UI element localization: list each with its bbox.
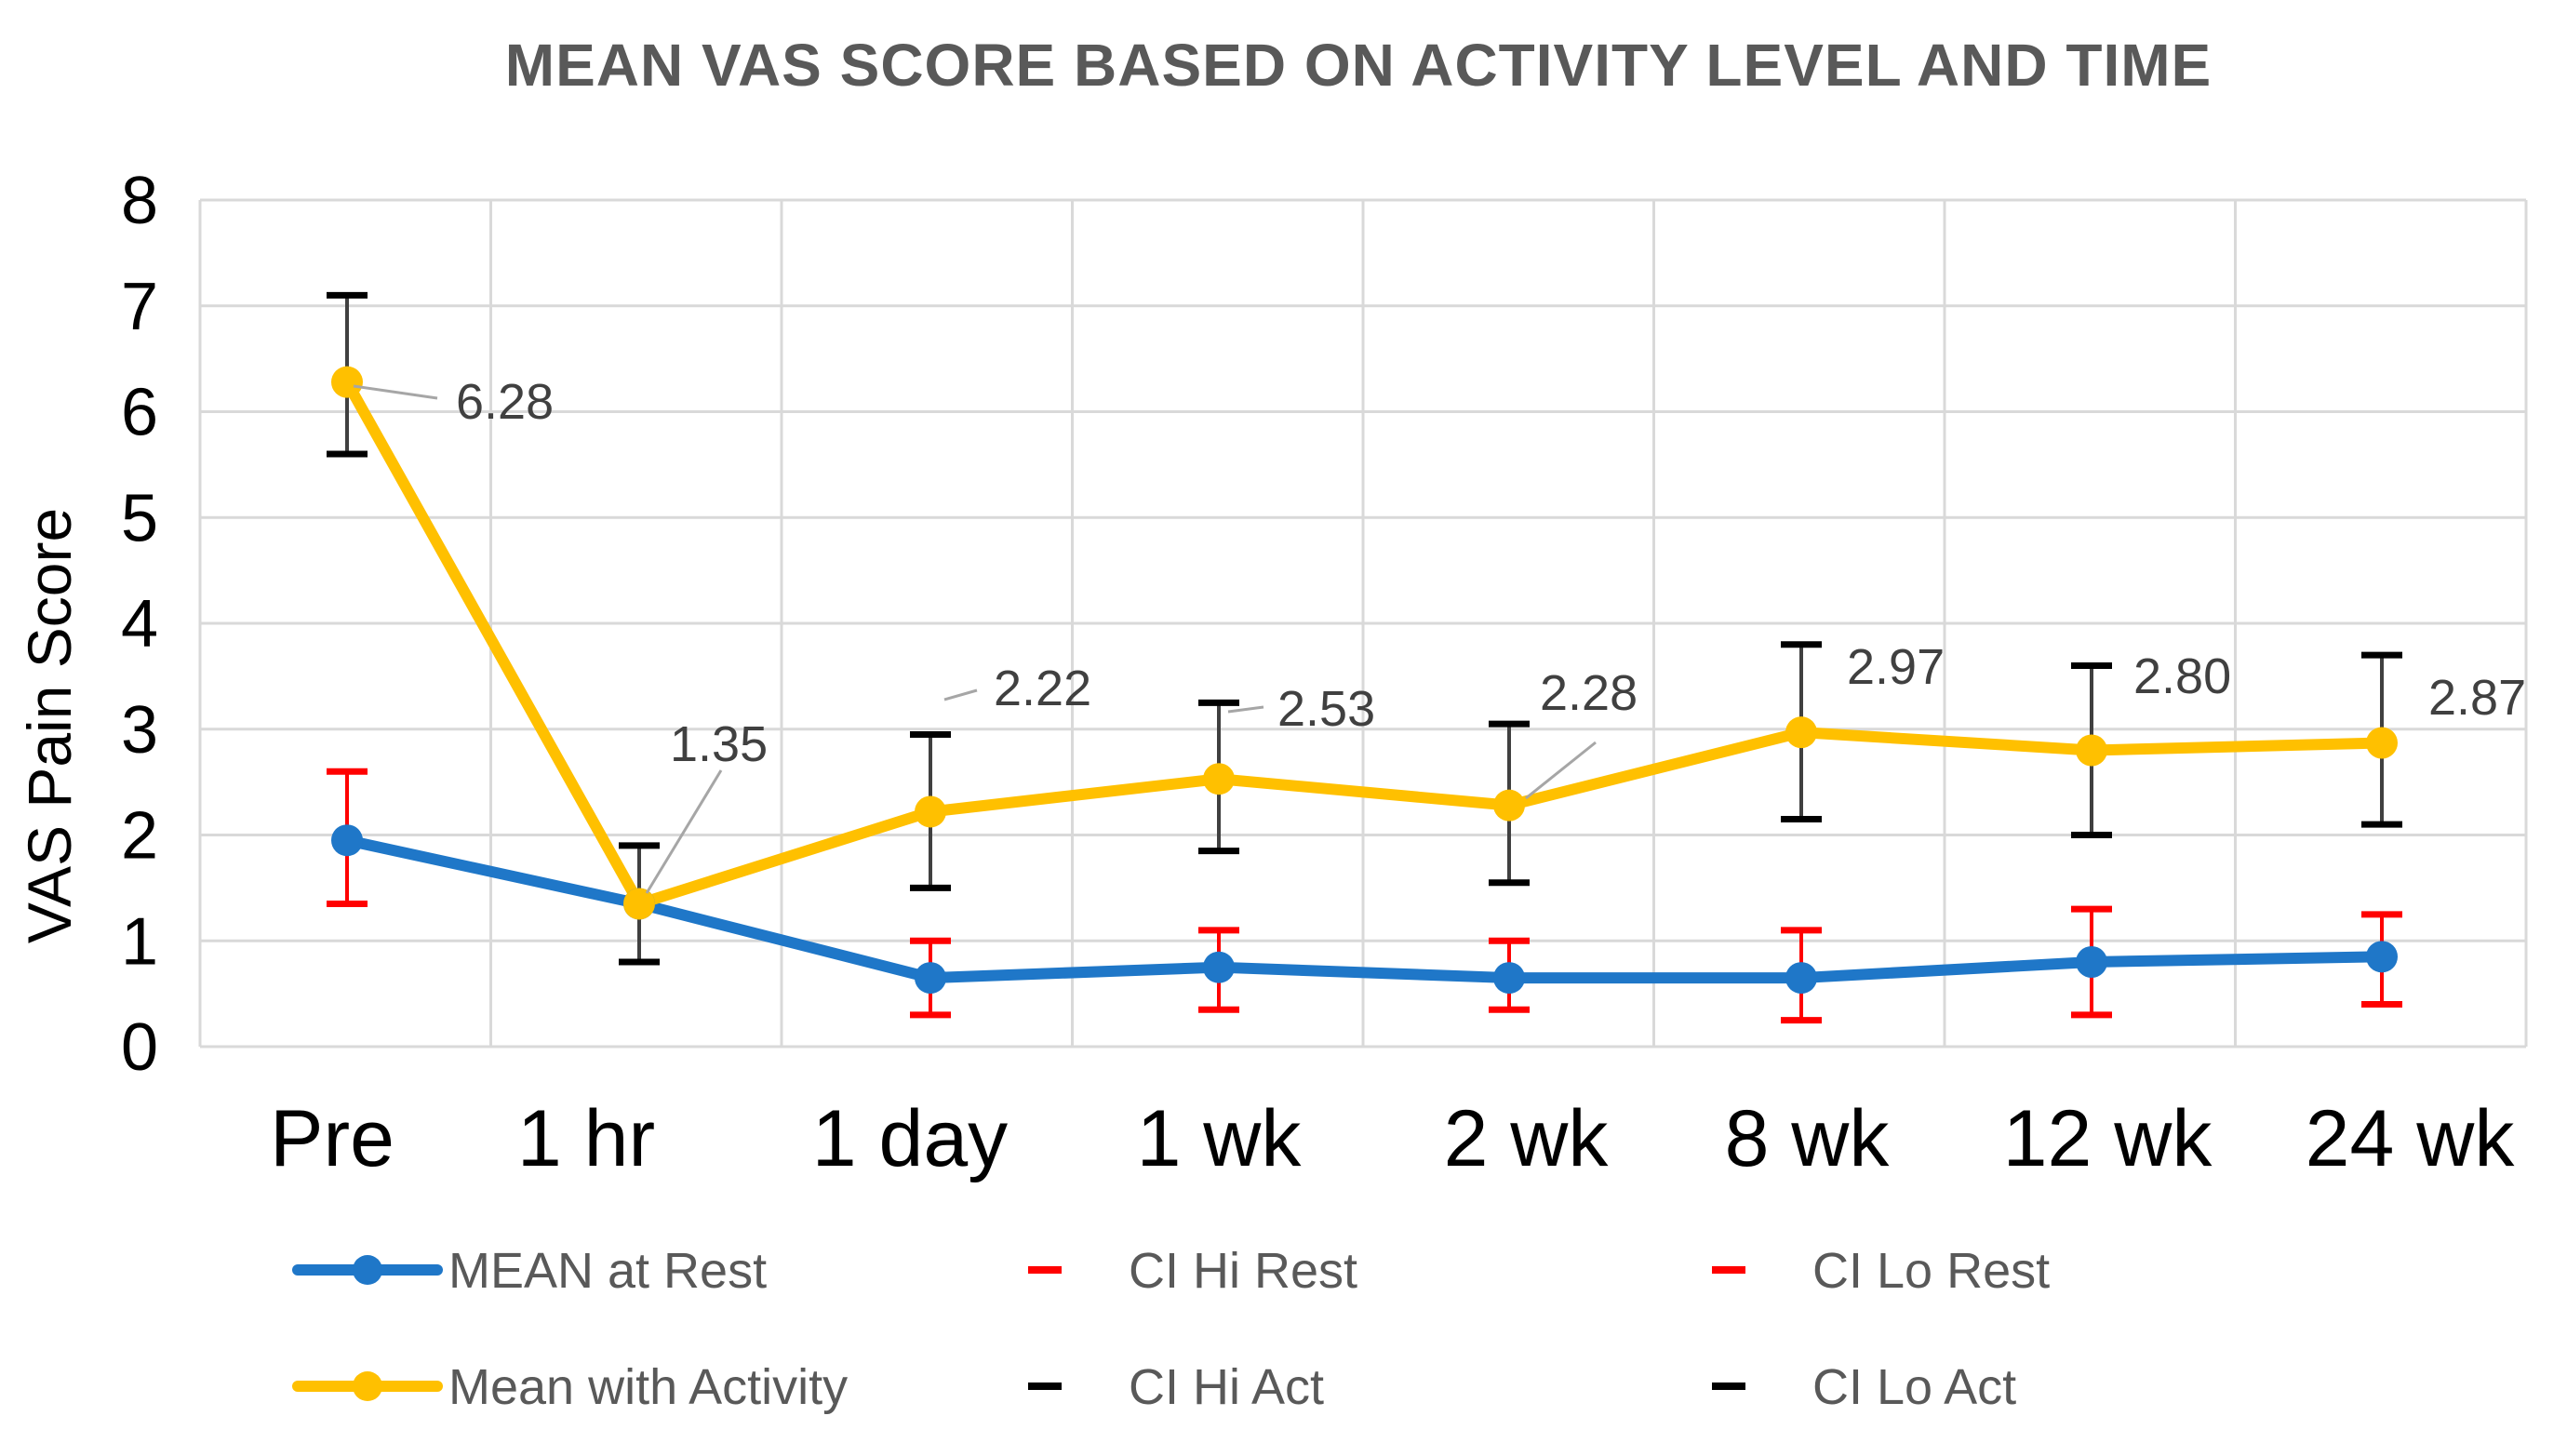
data-point-activity — [2366, 727, 2398, 759]
y-tick-label: 3 — [121, 693, 158, 768]
legend-item: CI Hi Act — [1028, 1359, 1324, 1415]
y-axis-ticks: 0 1 2 3 4 5 6 7 8 — [121, 164, 158, 1085]
plot-frame — [198, 198, 2528, 1049]
legend-item: MEAN at Rest — [292, 1243, 767, 1299]
legend: MEAN at Rest CI Hi Rest CI Lo Rest Mean wit… — [292, 1243, 2050, 1415]
data-point-rest — [915, 962, 946, 995]
y-tick-label: 5 — [121, 481, 158, 555]
data-point-rest — [1493, 962, 1525, 995]
y-tick-label: 7 — [121, 270, 158, 344]
data-label-leader — [353, 384, 438, 400]
y-axis-label: VAS Pain Score — [15, 508, 84, 943]
data-label: 2.28 — [1540, 665, 1638, 721]
data-label: 2.97 — [1847, 639, 1945, 695]
y-tick-label: 2 — [121, 799, 158, 874]
legend-label: CI Lo Rest — [1812, 1243, 2050, 1299]
y-tick-label: 8 — [121, 164, 158, 238]
data-label-leader — [943, 688, 978, 701]
x-tick-label: 1 hr — [517, 1094, 655, 1183]
series-line-activity — [341, 376, 2387, 910]
x-tick-label: 1 day — [812, 1094, 1008, 1183]
data-point-rest — [331, 824, 363, 857]
legend-swatch-marker — [353, 1255, 382, 1285]
x-tick-label: 2 wk — [1444, 1094, 1610, 1183]
data-label-leader — [1227, 705, 1264, 714]
data-point-activity — [623, 888, 655, 920]
data-label: 2.80 — [2133, 648, 2231, 704]
legend-label: CI Hi Act — [1129, 1359, 1324, 1415]
legend-swatch-marker — [353, 1371, 382, 1401]
legend-item: Mean with Activity — [292, 1359, 848, 1415]
legend-label: CI Lo Act — [1812, 1359, 2016, 1415]
data-label-leader — [1525, 741, 1597, 800]
data-labels: 6.28 1.35 2.22 2.53 2.28 2.97 2.80 2.87 — [353, 374, 2526, 894]
x-tick-label: Pre — [270, 1094, 394, 1183]
data-point-activity — [1785, 716, 1817, 749]
y-tick-label: 4 — [121, 587, 158, 661]
x-axis-ticks: Pre 1 hr 1 day 1 wk 2 wk 8 wk 12 wk 24 wk — [270, 1094, 2515, 1183]
data-point-rest — [1203, 951, 1235, 983]
data-point-activity — [2076, 734, 2107, 767]
x-tick-label: 12 wk — [2003, 1094, 2213, 1183]
y-tick-label: 0 — [121, 1010, 158, 1085]
legend-label: CI Hi Rest — [1129, 1243, 1357, 1299]
x-tick-label: 24 wk — [2306, 1094, 2516, 1183]
chart-title: MEAN VAS SCORE BASED ON ACTIVITY LEVEL A… — [505, 32, 2212, 99]
data-label: 1.35 — [670, 716, 768, 772]
x-tick-label: 1 wk — [1137, 1094, 1303, 1183]
series-line-rest — [341, 835, 2387, 984]
data-label: 2.53 — [1277, 681, 1375, 737]
data-point-activity — [915, 795, 946, 828]
data-point-activity — [331, 366, 363, 398]
data-label: 6.28 — [456, 374, 554, 430]
data-label-leader — [645, 769, 723, 894]
data-label: 2.87 — [2428, 670, 2526, 726]
data-point-rest — [2076, 946, 2107, 978]
data-label: 2.22 — [994, 661, 1091, 716]
legend-label: Mean with Activity — [448, 1359, 848, 1415]
x-tick-label: 8 wk — [1725, 1094, 1891, 1183]
y-tick-label: 1 — [121, 904, 158, 979]
data-point-activity — [1493, 789, 1525, 822]
y-tick-label: 6 — [121, 376, 158, 450]
data-point-rest — [1785, 962, 1817, 995]
legend-item: CI Lo Act — [1712, 1359, 2016, 1415]
legend-item: CI Hi Rest — [1028, 1243, 1357, 1299]
legend-item: CI Lo Rest — [1712, 1243, 2050, 1299]
legend-label: MEAN at Rest — [448, 1243, 767, 1299]
series-layer — [327, 291, 2402, 1024]
data-point-activity — [1203, 763, 1235, 795]
data-point-rest — [2366, 941, 2398, 973]
